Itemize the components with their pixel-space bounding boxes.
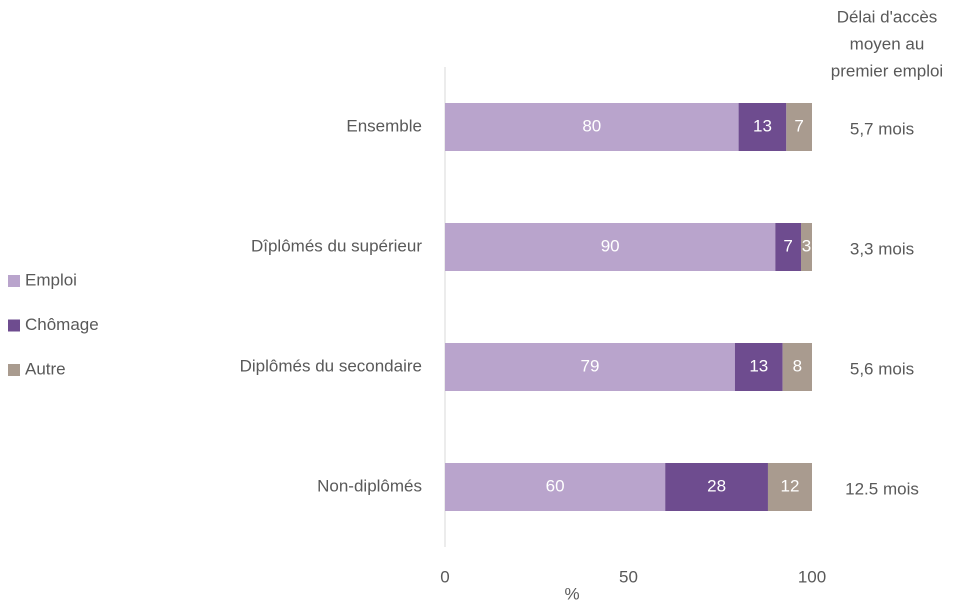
category-label: Non-diplômés [317, 476, 422, 495]
bar-segment [782, 343, 812, 391]
legend-swatch [8, 319, 20, 332]
legend-swatch [8, 364, 20, 376]
data-label: 28 [707, 476, 726, 495]
bar-segment [800, 223, 812, 271]
annotation-header: Délai d'accès [837, 7, 938, 26]
bar-segment [775, 223, 801, 271]
bar-segment [665, 463, 768, 511]
bar-segment [445, 223, 776, 271]
bar-segment [445, 343, 735, 391]
data-label: 79 [581, 356, 600, 375]
data-label: 7 [783, 236, 792, 255]
x-axis-label: % [564, 584, 579, 603]
bar-segment [734, 343, 783, 391]
x-tick-label: 50 [619, 567, 638, 586]
data-label: 90 [601, 236, 620, 255]
data-label: 8 [793, 356, 802, 375]
annotation: 12.5 mois [845, 479, 919, 498]
data-label: 3 [802, 236, 811, 255]
data-label: 60 [546, 476, 565, 495]
annotation-header: moyen au [850, 34, 925, 53]
legend-swatch [8, 275, 20, 287]
data-label: 13 [753, 116, 772, 135]
legend-label: Autre [25, 359, 66, 378]
legend-label: Emploi [25, 270, 77, 289]
annotation: 5,6 mois [850, 359, 914, 378]
data-label: 7 [794, 116, 803, 135]
data-label: 80 [582, 116, 601, 135]
legend-label: Chômage [25, 315, 99, 334]
category-label: Ensemble [346, 116, 422, 135]
x-tick-label: 0 [440, 567, 449, 586]
category-label: Diplômés du secondaire [240, 356, 422, 375]
bar-segment [445, 103, 739, 151]
bar-segment [786, 103, 812, 151]
data-label: 12 [781, 476, 800, 495]
bar-segment [445, 463, 666, 511]
annotation: 3,3 mois [850, 239, 914, 258]
bar-segment [767, 463, 812, 511]
data-label: 13 [749, 356, 768, 375]
category-label: Dîplômés du supérieur [251, 236, 422, 255]
annotation: 5,7 mois [850, 119, 914, 138]
x-tick-label: 100 [798, 567, 826, 586]
bar-segment [738, 103, 787, 151]
annotation-header: premier emploi [831, 61, 943, 80]
